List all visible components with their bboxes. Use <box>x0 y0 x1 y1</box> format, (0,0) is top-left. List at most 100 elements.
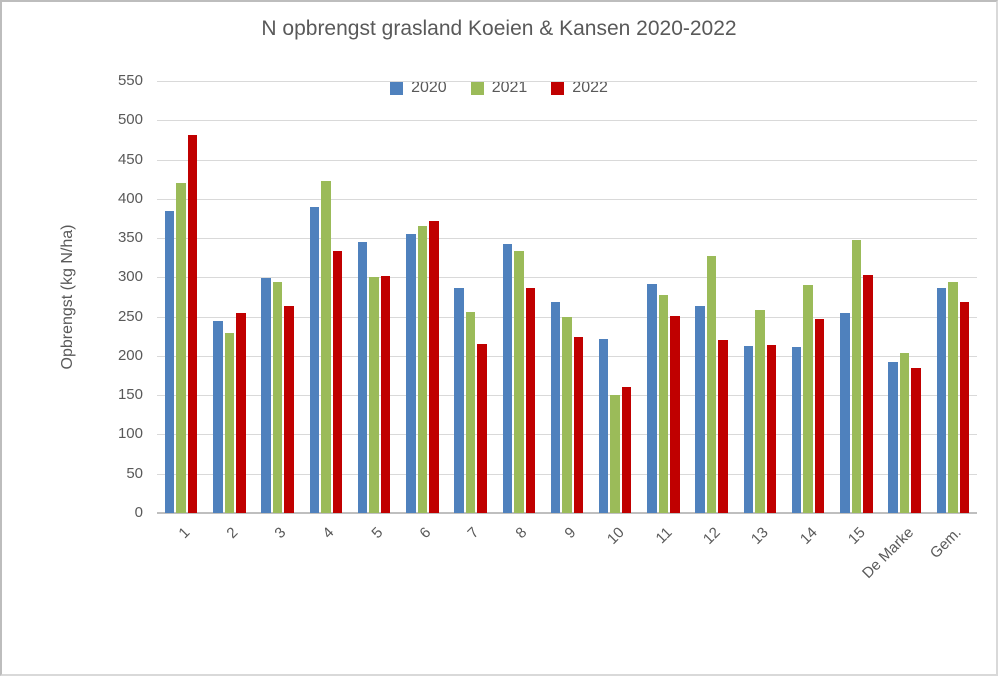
bar-2021-2 <box>224 333 235 513</box>
bar-2020-13 <box>743 346 754 513</box>
legend-swatch-2021 <box>470 81 484 95</box>
bar-2022-15 <box>863 275 873 513</box>
y-axis-title: Opbrengst (kg N/ha) <box>59 224 76 370</box>
bar-2020-de-marke <box>888 362 898 513</box>
bar-2020-7 <box>454 287 464 513</box>
x-tick-label-7: 7 <box>464 524 483 542</box>
x-tick-label-gem.: Gem. <box>926 524 965 562</box>
x-tick-label-5: 5 <box>368 524 387 542</box>
bar-2021-14 <box>803 285 813 513</box>
bar-2022-9 <box>573 337 584 513</box>
bar-2020-9 <box>550 302 561 513</box>
x-tick-label-9: 9 <box>561 524 580 542</box>
legend-label-2022: 2022 <box>572 79 608 96</box>
y-tick-label-250: 250 <box>117 308 143 325</box>
bar-2022-10 <box>621 386 632 513</box>
bar-2022-5 <box>380 275 391 513</box>
bar-2021-gem. <box>948 282 958 513</box>
x-tick-label-13: 13 <box>748 524 772 548</box>
y-tick-label-350: 350 <box>117 229 143 246</box>
y-tick-label-550: 550 <box>117 72 143 89</box>
x-tick-label-14: 14 <box>796 524 821 548</box>
bar-2021-15 <box>851 240 862 513</box>
bar-2020-12 <box>695 305 705 513</box>
y-tick-label-200: 200 <box>117 347 143 364</box>
y-tick-label-100: 100 <box>117 425 143 442</box>
bar-2021-9 <box>562 317 572 513</box>
gridline-500 <box>157 120 977 121</box>
bar-2022-2 <box>236 312 246 513</box>
bar-2021-7 <box>465 311 476 513</box>
gridline-550 <box>157 81 977 82</box>
bar-2020-2 <box>213 320 223 513</box>
y-tick-label-0: 0 <box>134 504 143 521</box>
bar-2022-14 <box>814 318 825 513</box>
bar-2020-1 <box>164 210 175 513</box>
x-tick-label-8: 8 <box>512 524 531 542</box>
bar-2020-5 <box>357 242 368 513</box>
x-tick-label-11: 11 <box>652 524 676 548</box>
bar-2022-de-marke <box>911 368 921 513</box>
legend-label-2021: 2021 <box>491 79 528 96</box>
legend: 2020 2021 2022 <box>2 79 996 97</box>
gridline-450 <box>157 160 977 161</box>
bar-2021-5 <box>369 277 379 513</box>
bar-2021-10 <box>610 395 620 513</box>
bar-2022-gem. <box>959 301 970 513</box>
bar-2022-4 <box>332 250 343 513</box>
y-tick-label-450: 450 <box>117 151 143 168</box>
bar-2020-6 <box>406 234 416 513</box>
bar-2020-11 <box>647 283 657 513</box>
x-tick-label-4: 4 <box>319 524 338 542</box>
x-tick-label-2: 2 <box>223 524 242 542</box>
y-tick-label-400: 400 <box>117 190 143 207</box>
legend-item-2020: 2020 <box>390 79 447 97</box>
bar-2021-12 <box>706 256 717 513</box>
bar-2021-13 <box>755 310 765 513</box>
x-tick-label-12: 12 <box>699 524 724 548</box>
bar-2020-gem. <box>936 288 947 513</box>
legend-label-2020: 2020 <box>411 79 447 96</box>
x-tick-label-3: 3 <box>271 524 290 542</box>
gridline-400 <box>157 199 977 200</box>
y-tick-label-50: 50 <box>126 465 143 482</box>
gridline-300 <box>157 277 977 278</box>
x-tick-label-1: 1 <box>175 524 194 542</box>
legend-item-2022: 2022 <box>551 79 608 97</box>
x-tick-label-6: 6 <box>416 524 435 542</box>
bar-2021-3 <box>272 282 283 513</box>
bar-2021-8 <box>514 251 524 513</box>
legend-item-2021: 2021 <box>470 79 528 97</box>
y-tick-label-150: 150 <box>117 386 143 403</box>
bar-2020-8 <box>502 243 512 513</box>
legend-swatch-2020 <box>390 81 404 95</box>
bar-2022-6 <box>429 220 439 513</box>
bar-2022-8 <box>525 287 535 513</box>
bar-2022-12 <box>718 340 728 513</box>
bar-2022-1 <box>187 135 198 513</box>
bar-2020-10 <box>598 338 609 513</box>
bar-2020-3 <box>261 278 271 513</box>
bar-2020-15 <box>840 313 850 513</box>
x-tick-label-de-marke: De Marke <box>858 524 917 583</box>
y-tick-label-500: 500 <box>117 111 143 128</box>
x-tick-label-10: 10 <box>603 524 628 548</box>
bar-2022-7 <box>477 344 487 513</box>
bar-2021-11 <box>658 294 669 513</box>
bar-2021-de-marke <box>899 352 910 513</box>
bar-2020-4 <box>309 206 320 513</box>
bar-2022-13 <box>766 344 777 513</box>
y-tick-label-300: 300 <box>117 268 143 285</box>
bar-2020-14 <box>791 347 802 513</box>
legend-swatch-2022 <box>551 81 565 95</box>
x-tick-label-15: 15 <box>844 524 869 548</box>
bar-2021-4 <box>321 180 331 513</box>
x-axis-line <box>157 512 977 514</box>
bar-2021-1 <box>176 183 186 513</box>
bar-2022-3 <box>284 305 294 513</box>
chart-title: N opbrengst grasland Koeien & Kansen 202… <box>261 17 737 40</box>
gridline-350 <box>157 238 977 239</box>
bar-2021-6 <box>417 226 428 513</box>
bar-2022-11 <box>670 315 680 513</box>
